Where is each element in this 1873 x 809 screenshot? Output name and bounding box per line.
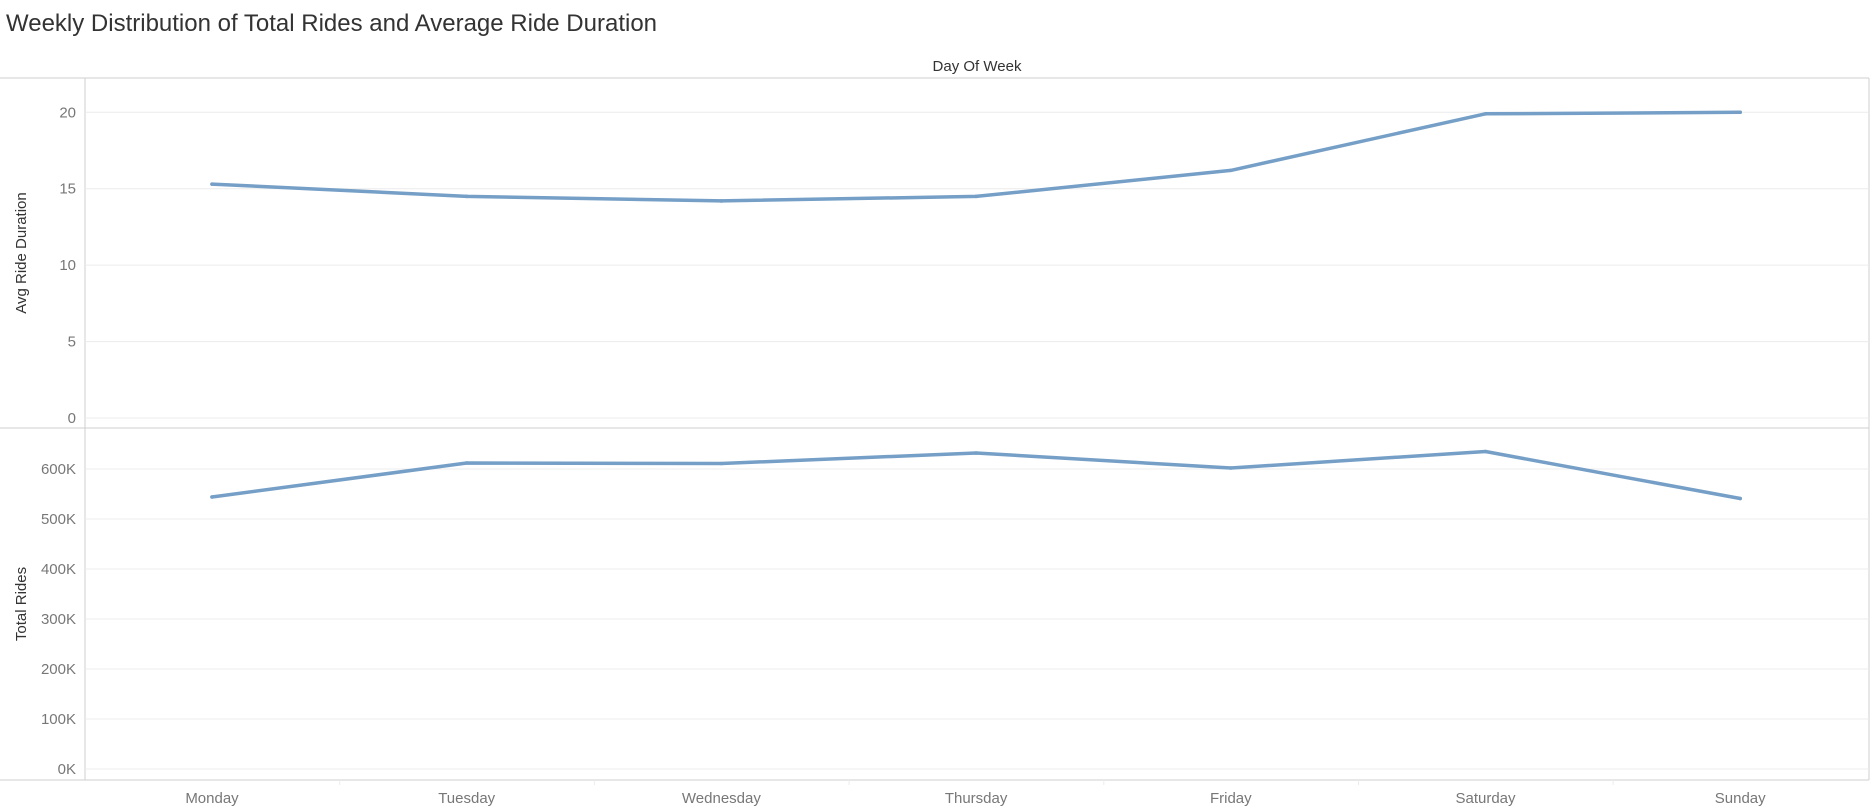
total-rides-point (210, 495, 214, 499)
total-rides-point (464, 461, 469, 465)
avg-ride-duration-point (1483, 112, 1488, 116)
x-axis-title: Day Of Week (933, 58, 1022, 75)
x-tick-label: Tuesday (438, 790, 495, 807)
y-tick-label: 300K (41, 611, 76, 628)
x-tick-label: Monday (185, 790, 239, 807)
avg-ride-duration-point (210, 182, 214, 186)
total-rides-point (719, 461, 724, 466)
total-rides-point (1483, 449, 1488, 454)
chart-title: Weekly Distribution of Total Rides and A… (6, 10, 658, 37)
y-tick-label: 200K (41, 661, 76, 678)
total-rides-point (1738, 496, 1742, 501)
y-tick-label: 0K (58, 761, 76, 778)
y-tick-label: 0 (68, 410, 76, 427)
x-tick-label: Thursday (945, 790, 1008, 807)
y-tick-label: 20 (59, 104, 76, 121)
avg-ride-duration-point (1229, 168, 1233, 173)
y-tick-label: 5 (68, 334, 76, 351)
x-tick-label: Saturday (1455, 790, 1516, 807)
y-tick-label: 10 (59, 257, 76, 274)
total-rides-point (1229, 466, 1233, 470)
total-rides-line (210, 449, 1742, 501)
y-tick-label: 400K (41, 561, 76, 578)
y-axis-title: Total Rides (13, 567, 30, 641)
y-tick-label: 500K (41, 511, 76, 528)
total-rides-point (974, 451, 978, 455)
y-tick-label: 100K (41, 711, 76, 728)
y-tick-label: 15 (59, 181, 76, 198)
x-tick-label: Friday (1210, 790, 1252, 807)
avg-ride-duration-point (974, 194, 978, 199)
avg-ride-duration-point (464, 194, 469, 199)
x-tick-label: Wednesday (682, 790, 761, 807)
avg-ride-duration-line (210, 110, 1742, 203)
avg-ride-duration-point (1738, 110, 1742, 115)
y-tick-label: 600K (41, 461, 76, 478)
y-axis-title: Avg Ride Duration (13, 192, 30, 313)
x-tick-label: Sunday (1715, 790, 1766, 807)
avg-ride-duration-point (719, 199, 724, 203)
